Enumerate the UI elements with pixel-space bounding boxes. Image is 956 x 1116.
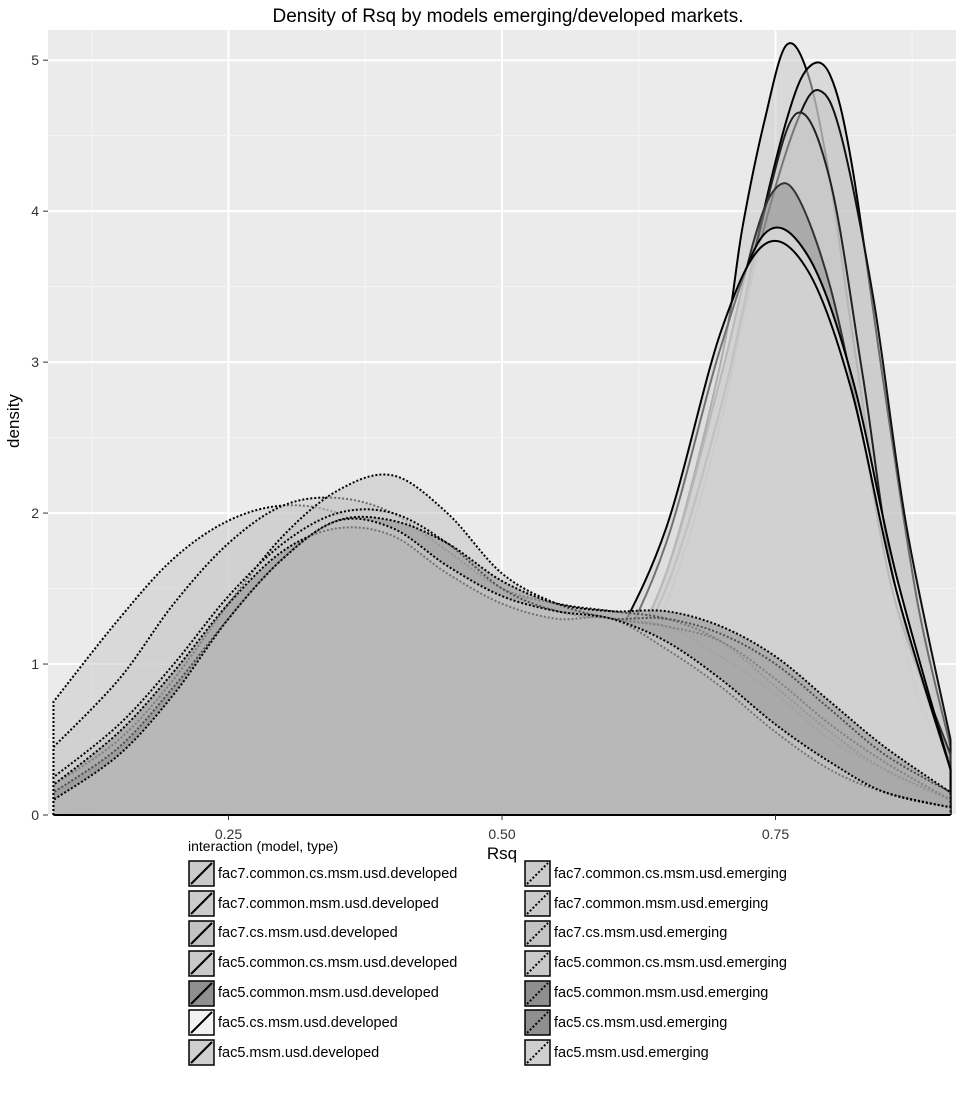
chart-title: Density of Rsq by models emerging/develo… [272, 6, 743, 27]
y-tick-label: 0 [31, 807, 39, 823]
legend-column-emerging: fac7.common.cs.msm.usd.emerging fac7.comm… [524, 859, 787, 1068]
legend-title: interaction (model, type) [188, 838, 339, 854]
legend-key-swatch [524, 890, 551, 917]
legend-item: fac5.common.cs.msm.usd.developed [188, 948, 457, 978]
legend-label: fac5.cs.msm.usd.developed [218, 1014, 398, 1031]
x-tick-label: 0.75 [762, 826, 789, 842]
x-axis-ticks: 0.25 0.50 0.75 [215, 815, 789, 842]
x-tick-label: 0.25 [215, 826, 242, 842]
legend-item: fac5.common.msm.usd.emerging [524, 978, 787, 1008]
legend-key-swatch [524, 920, 551, 947]
density-outline-11 [52, 515, 952, 815]
legend-item: fac7.common.cs.msm.usd.developed [188, 859, 457, 889]
legend-label: fac5.common.cs.msm.usd.developed [218, 955, 458, 972]
legend-key-swatch [524, 979, 551, 1007]
legend-key-swatch [188, 890, 215, 917]
legend-key-swatch [188, 979, 215, 1007]
x-tick-label: 0.50 [488, 826, 515, 842]
legend-item: fac5.common.cs.msm.usd.emerging [524, 948, 787, 978]
y-tick-label: 3 [31, 354, 39, 370]
legend-label: fac5.common.msm.usd.emerging [554, 985, 769, 1002]
y-tick-label: 1 [31, 656, 39, 672]
y-tick-label: 5 [31, 52, 39, 68]
legend-label: fac7.cs.msm.usd.emerging [554, 925, 728, 942]
legend-item: fac5.cs.msm.usd.emerging [524, 1008, 787, 1038]
legend-key-swatch [524, 950, 551, 977]
legend-column-developed: fac7.common.cs.msm.usd.developed fac7.com… [188, 859, 457, 1068]
y-axis-ticks: 0 1 2 3 4 5 [31, 52, 48, 823]
legend-key-swatch [188, 860, 215, 888]
legend-item: fac7.common.cs.msm.usd.emerging [524, 859, 787, 889]
legend-item: fac5.common.msm.usd.developed [188, 978, 457, 1008]
y-tick-label: 4 [31, 203, 39, 219]
legend-label: fac5.common.msm.usd.developed [218, 985, 439, 1002]
y-tick-label: 2 [31, 505, 39, 521]
legend-key-swatch [188, 1009, 215, 1037]
legend-item: fac7.cs.msm.usd.developed [188, 919, 457, 949]
density-areas [52, 42, 952, 816]
legend-label: fac5.common.cs.msm.usd.emerging [554, 955, 787, 972]
legend-label: fac7.common.cs.msm.usd.emerging [554, 865, 787, 882]
legend-item: fac5.msm.usd.emerging [524, 1038, 787, 1068]
legend-item: fac7.cs.msm.usd.emerging [524, 919, 787, 949]
legend-key-swatch [524, 860, 551, 888]
density-area-13 [53, 518, 951, 815]
legend-label: fac7.cs.msm.usd.developed [218, 925, 398, 942]
legend-label: fac5.msm.usd.developed [218, 1044, 380, 1061]
legend-key-swatch [524, 1039, 551, 1066]
density-outline-13 [52, 517, 952, 815]
legend: interaction (model, type) fac7.common.cs… [188, 838, 888, 1108]
legend-item: fac5.msm.usd.developed [188, 1038, 457, 1068]
legend-label: fac5.msm.usd.emerging [554, 1044, 709, 1061]
legend-key-swatch [188, 1039, 215, 1066]
legend-key-swatch [188, 950, 215, 977]
legend-key-swatch [524, 1009, 551, 1037]
legend-label: fac5.cs.msm.usd.emerging [554, 1014, 728, 1031]
legend-label: fac7.common.msm.usd.emerging [554, 895, 769, 912]
legend-item: fac7.common.msm.usd.emerging [524, 889, 787, 919]
x-axis-label: Rsq [487, 844, 517, 863]
y-axis-label: density [4, 394, 23, 448]
legend-item: fac7.common.msm.usd.developed [188, 889, 457, 919]
legend-key-swatch [188, 920, 215, 947]
legend-label: fac7.common.msm.usd.developed [218, 895, 439, 912]
legend-label: fac7.common.cs.msm.usd.developed [218, 865, 458, 882]
legend-item: fac5.cs.msm.usd.developed [188, 1008, 457, 1038]
